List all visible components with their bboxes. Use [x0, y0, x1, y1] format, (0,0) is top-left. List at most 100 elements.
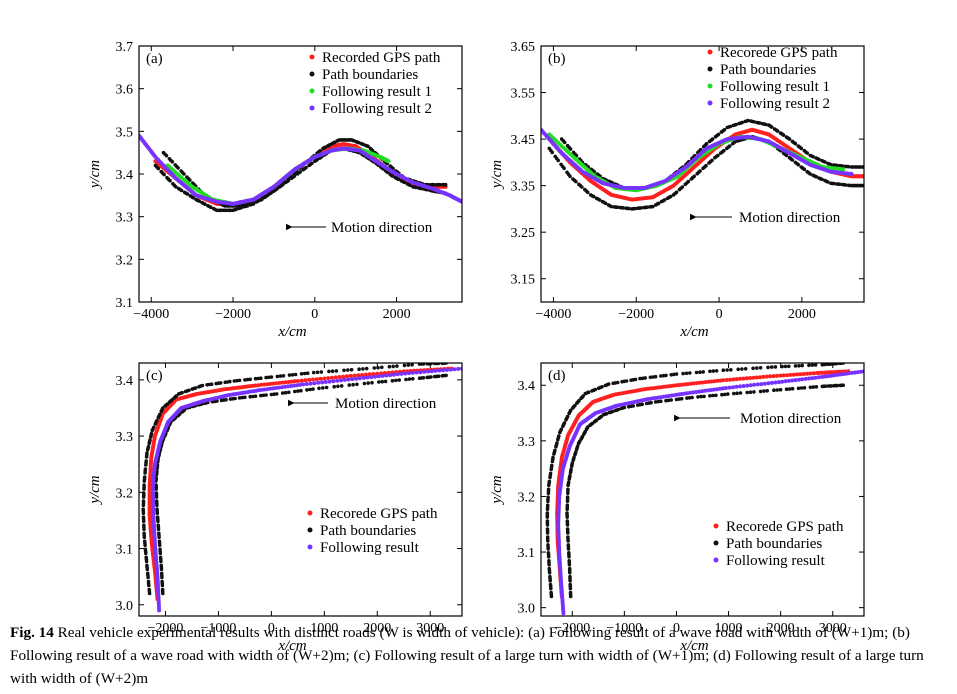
data-point: [274, 392, 279, 396]
data-point: [258, 388, 263, 392]
data-point: [736, 367, 740, 372]
data-point: [648, 375, 653, 380]
data-point: [295, 379, 300, 383]
data-point: [633, 206, 637, 211]
data-point: [740, 367, 744, 371]
data-point: [456, 366, 461, 371]
data-point: [280, 385, 284, 390]
data-point: [795, 372, 799, 377]
data-point: [688, 371, 692, 375]
data-point: [154, 483, 158, 487]
data-point: [380, 365, 384, 370]
data-point: [781, 373, 786, 378]
data-point: [356, 373, 361, 378]
data-point: [269, 375, 274, 379]
data-point: [621, 206, 625, 210]
data-point: [174, 185, 178, 189]
data-point: [624, 379, 629, 383]
data-point: [152, 425, 156, 430]
data-point: [155, 515, 160, 519]
panel-label: (c): [146, 368, 163, 384]
data-point: [700, 380, 705, 385]
data-point: [844, 371, 849, 376]
data-point: [790, 378, 795, 383]
data-point: [256, 383, 261, 388]
data-point: [723, 392, 727, 397]
data-point: [193, 386, 198, 390]
data-point: [688, 381, 693, 386]
data-point: [154, 491, 159, 495]
data-point: [765, 389, 769, 393]
data-point: [187, 388, 191, 393]
data-point: [253, 394, 258, 399]
motion-direction-label: Motion direction: [739, 210, 841, 226]
data-point: [694, 370, 699, 375]
data-point: [803, 376, 808, 381]
data-point: [323, 380, 328, 384]
data-point: [799, 146, 804, 151]
data-point: [712, 379, 717, 384]
series-2: [141, 363, 448, 596]
data-point: [546, 487, 551, 492]
data-point: [759, 382, 764, 387]
data-point: [568, 408, 573, 413]
chart-panel-b: −4000 −2000 0 2000 3.15 3.25 3.35 3.45 3.55 3.65 x…: [489, 40, 865, 340]
y-tick-label: 3.1: [116, 543, 134, 558]
data-point: [586, 390, 591, 395]
data-point: [566, 480, 571, 485]
data-point: [432, 182, 436, 187]
x-tick-label: −2000: [554, 621, 590, 636]
data-point: [224, 398, 228, 402]
x-tick-label: 3000: [416, 621, 444, 636]
y-tick-label: 3.1: [116, 296, 134, 311]
data-point: [773, 365, 778, 369]
data-point: [387, 364, 392, 369]
data-point: [817, 375, 821, 380]
data-point: [786, 378, 791, 383]
data-point: [569, 467, 573, 472]
data-point: [141, 499, 146, 503]
data-point: [585, 190, 590, 195]
series-3: [547, 135, 864, 211]
data-point: [337, 375, 342, 379]
data-point: [270, 386, 275, 391]
data-point: [823, 363, 828, 367]
data-point: [774, 373, 779, 378]
data-point: [701, 370, 705, 374]
data-point: [811, 371, 816, 376]
x-axis-label: x/cm: [277, 324, 306, 340]
data-point: [304, 165, 308, 170]
legend-entry: Following result 2: [322, 101, 432, 117]
data-point: [272, 392, 276, 397]
data-point: [700, 389, 705, 394]
data-point: [568, 582, 572, 587]
data-point: [145, 563, 149, 568]
data-point: [383, 379, 388, 384]
chart-panel-d: −2000 −1000 0 1000 2000 3000 3.0 3.1 3.2 3.3 3.4 x/…: [489, 362, 865, 654]
data-point: [339, 378, 343, 383]
data-point: [762, 381, 767, 386]
data-point: [710, 158, 714, 163]
data-point: [735, 391, 739, 396]
data-point: [685, 396, 689, 400]
data-point: [234, 207, 238, 212]
data-point: [616, 407, 621, 412]
data-point: [209, 205, 213, 209]
data-point: [668, 194, 673, 199]
data-point: [627, 206, 631, 211]
data-point: [311, 370, 316, 375]
caption-label: Fig. 14: [10, 624, 54, 641]
data-point: [810, 363, 815, 367]
data-point: [366, 381, 371, 385]
data-point: [547, 566, 552, 571]
data-point: [829, 363, 834, 366]
data-point: [333, 375, 338, 380]
data-point: [568, 474, 572, 478]
legend-marker: [713, 557, 719, 563]
y-tick-label: 3.0: [518, 602, 536, 617]
data-point: [141, 515, 146, 519]
data-point: [248, 377, 252, 382]
legend-entry: Recorede GPS path: [320, 506, 438, 522]
data-point: [377, 380, 381, 384]
data-point: [826, 374, 831, 379]
